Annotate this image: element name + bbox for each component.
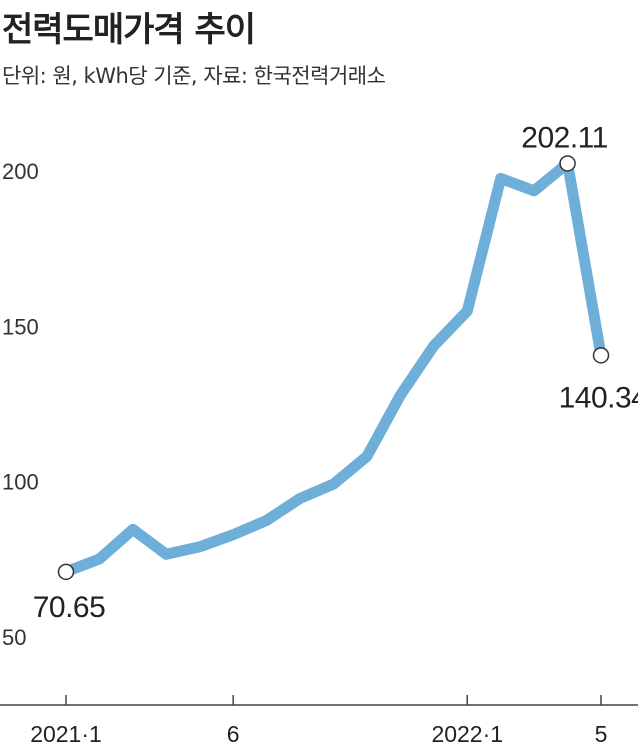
data-points	[57, 155, 610, 581]
data-value-label: 140.34	[559, 381, 638, 414]
data-point-marker	[559, 155, 576, 172]
data-point-marker	[592, 347, 610, 364]
data-point-marker	[57, 563, 75, 581]
x-ticks: 2021·1 6 2022·1 5	[30, 695, 607, 747]
x-tick-label: 2021·1	[30, 721, 102, 747]
x-tick-label: 6	[227, 721, 240, 747]
y-tick-label: 150	[2, 314, 39, 339]
data-labels: 70.65 202.11 140.34	[33, 121, 638, 623]
chart-subtitle: 단위: 원, kWh당 기준, 자료: 한국전력거래소	[2, 64, 386, 88]
x-tick-label: 2022·1	[431, 721, 503, 747]
chart-title: 전력도매가격 추이	[2, 10, 256, 50]
y-tick-label: 200	[2, 159, 39, 184]
y-tick-label: 50	[2, 625, 26, 650]
data-value-label: 202.11	[521, 121, 608, 154]
y-tick-labels: 50 100 150 200	[2, 159, 39, 650]
data-value-label: 70.65	[33, 591, 106, 624]
series-line	[60, 157, 607, 578]
x-tick-label: 5	[595, 721, 608, 747]
y-tick-label: 100	[2, 470, 39, 495]
